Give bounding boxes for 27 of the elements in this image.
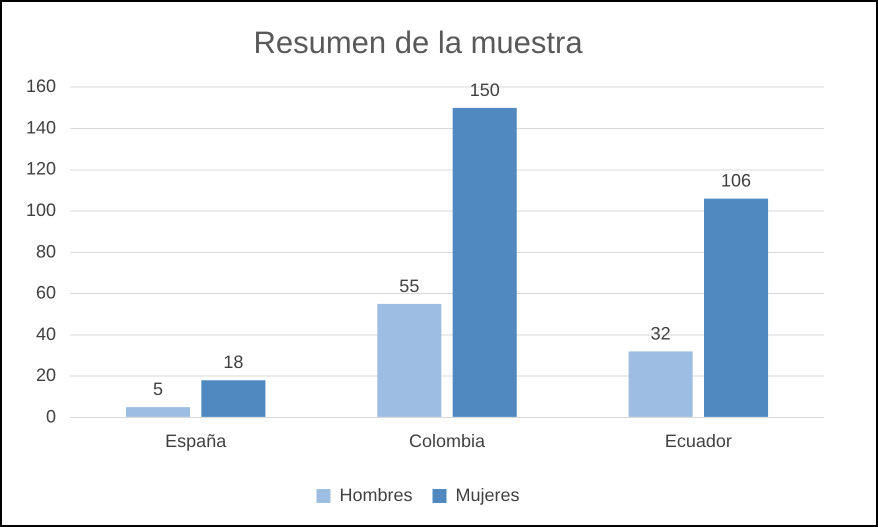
chart-title: Resumen de la muestra <box>253 25 584 60</box>
bar <box>628 351 693 417</box>
data-label: 5 <box>152 379 164 400</box>
y-tick-label: 140 <box>26 117 56 138</box>
y-tick-label: 120 <box>26 158 56 179</box>
y-tick-label: 20 <box>36 365 56 386</box>
bar <box>377 304 442 417</box>
y-tick-label: 80 <box>36 241 56 262</box>
bar <box>201 380 266 417</box>
x-tick-label: España <box>165 431 228 452</box>
y-tick-label: 0 <box>46 406 56 426</box>
bar <box>704 198 768 417</box>
y-tick-label: 100 <box>26 200 56 220</box>
data-label: 55 <box>399 276 420 296</box>
bar <box>126 407 190 417</box>
x-tick-label: Colombia <box>408 431 486 452</box>
data-label: 106 <box>721 170 752 191</box>
y-tick-label: 60 <box>36 282 56 303</box>
x-tick-label: Ecuador <box>664 431 732 452</box>
data-label: 150 <box>470 80 500 100</box>
bar <box>452 108 517 417</box>
y-tick-label: 40 <box>36 324 56 344</box>
data-label: 32 <box>650 323 671 344</box>
data-label: 18 <box>223 352 244 372</box>
y-tick-label: 160 <box>26 76 56 96</box>
legend-label: Mujeres <box>456 484 520 505</box>
legend-label: Hombres <box>339 484 413 505</box>
